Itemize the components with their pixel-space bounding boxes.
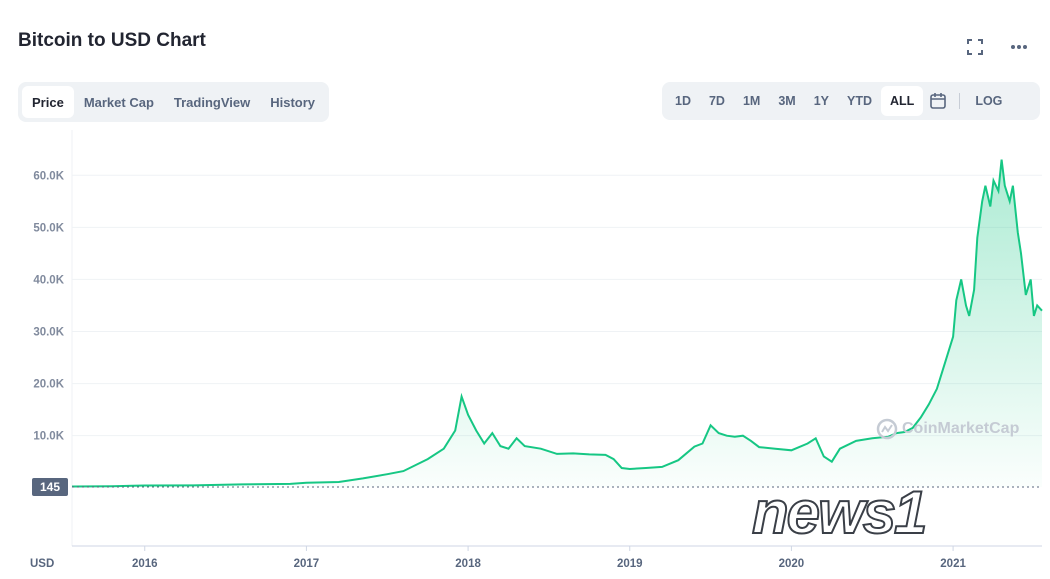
x-tick-label: 2018	[455, 558, 481, 570]
page-title: Bitcoin to USD Chart	[18, 30, 206, 51]
y-tick-label: 50.0K	[33, 222, 64, 234]
range-1d[interactable]: 1D	[675, 94, 691, 108]
x-tick-label: 2020	[779, 558, 805, 570]
x-tick-label: 2016	[132, 558, 158, 570]
tab-price[interactable]: Price	[22, 86, 74, 118]
range-1y[interactable]: 1Y	[813, 94, 830, 108]
chart-type-tabs: Price Market Cap TradingView History	[18, 82, 330, 122]
x-tick-label: 2017	[294, 558, 320, 570]
x-tick-label: 2021	[940, 558, 966, 570]
tab-tradingview[interactable]: TradingView	[173, 94, 251, 110]
coinmarketcap-logo-icon	[876, 418, 898, 440]
baseline-tag: 145	[32, 478, 68, 496]
currency-label: USD	[30, 558, 54, 570]
range-ytd[interactable]: YTD	[847, 94, 873, 108]
y-tick-label: 20.0K	[33, 379, 64, 391]
coinmarketcap-watermark: CoinMarketCap	[876, 418, 1019, 440]
calendar-icon[interactable]	[927, 86, 949, 116]
log-toggle[interactable]: LOG	[975, 94, 1003, 108]
news1-logo: news1	[751, 478, 928, 547]
price-area	[72, 159, 1042, 487]
range-7d[interactable]: 7D	[708, 94, 725, 108]
y-tick-label: 30.0K	[33, 327, 64, 339]
range-3m[interactable]: 3M	[778, 94, 796, 108]
tab-history[interactable]: History	[270, 94, 316, 110]
divider	[959, 93, 961, 109]
more-icon[interactable]	[1008, 36, 1030, 58]
range-1m[interactable]: 1M	[742, 94, 761, 108]
tab-market-cap[interactable]: Market Cap	[83, 94, 154, 110]
price-line	[71, 159, 1043, 488]
expand-icon[interactable]	[964, 36, 986, 58]
x-axis-labels: 2016 2017 2018 2019 2020 2021	[132, 546, 966, 570]
range-all[interactable]: ALL	[881, 86, 924, 116]
x-tick-label: 2019	[617, 558, 643, 570]
y-tick-label: 40.0K	[33, 274, 64, 286]
baseline-value: 145	[40, 480, 60, 494]
watermark-text: CoinMarketCap	[902, 420, 1020, 437]
y-tick-label: 60.0K	[33, 170, 64, 182]
time-range-selector: 1D 7D 1M 3M 1Y YTD ALL LOG	[662, 82, 1040, 120]
y-axis-labels: 60.0K 50.0K 40.0K 30.0K 20.0K 10.0K	[33, 170, 64, 442]
y-tick-label: 10.0K	[33, 431, 64, 443]
grid-lines	[71, 130, 1042, 547]
